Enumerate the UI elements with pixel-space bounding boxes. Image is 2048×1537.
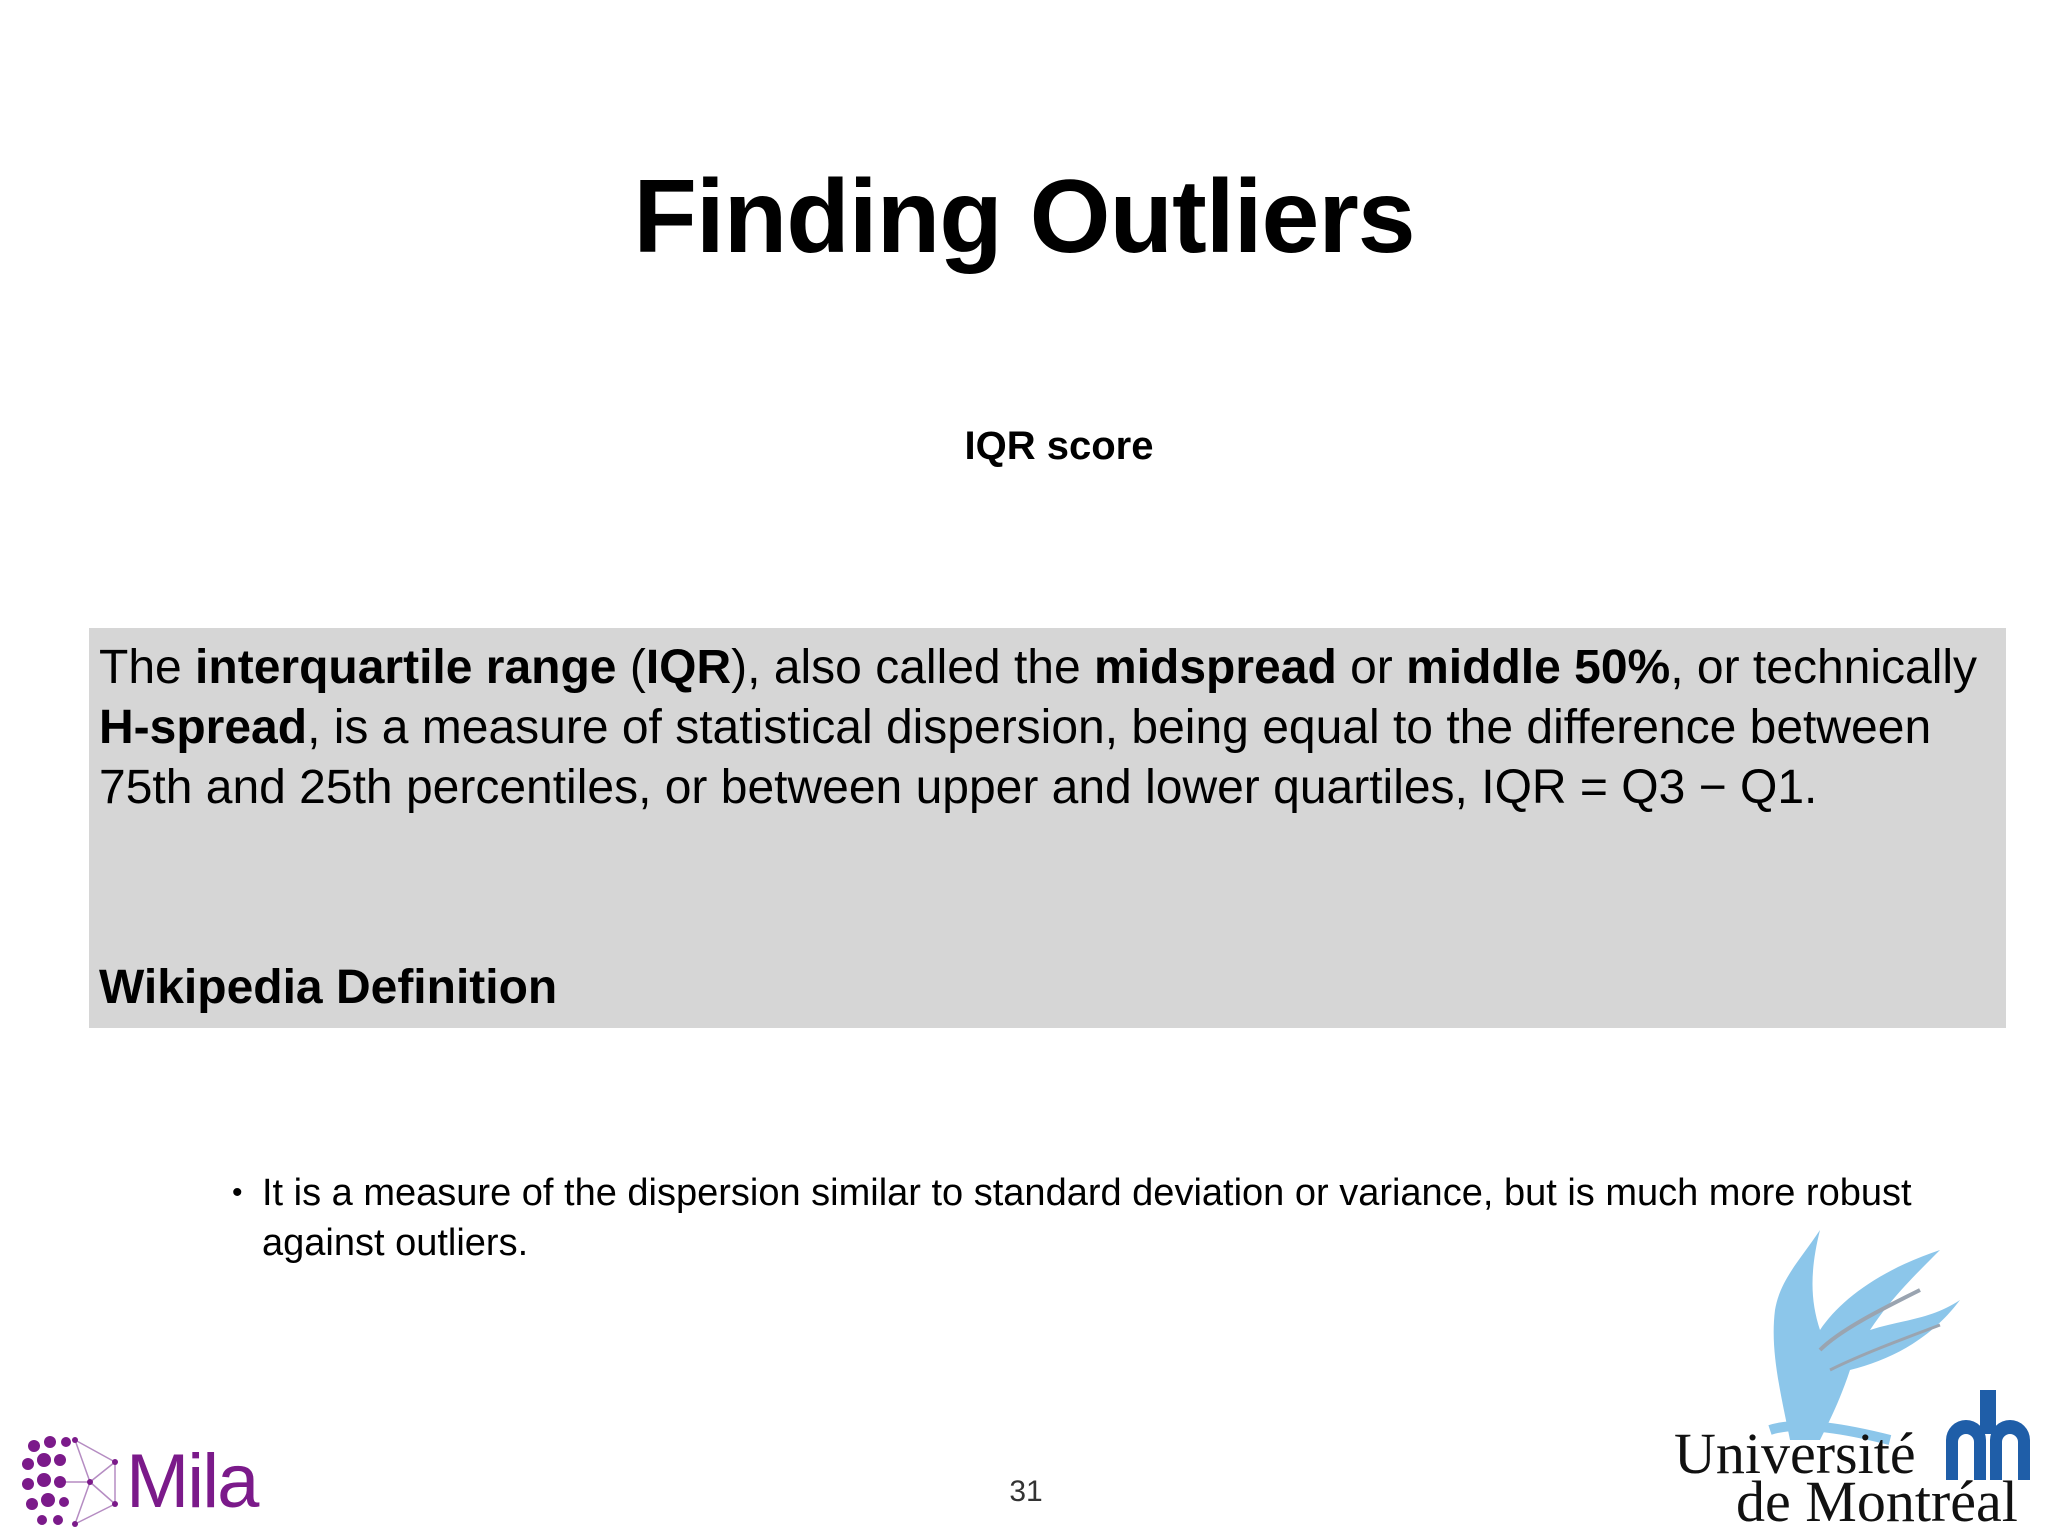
- bullet-list: • It is a measure of the dispersion simil…: [232, 1168, 1912, 1268]
- page-number: 31: [1009, 1475, 1043, 1508]
- slide-subtitle: IQR score: [964, 424, 1154, 468]
- definition-text-part: , or technically: [1670, 641, 1978, 694]
- definition-source: Wikipedia Definition: [99, 961, 558, 1014]
- term-interquartile-range: interquartile range: [195, 641, 617, 694]
- udem-name-line2: de Montréal: [1736, 1469, 2018, 1534]
- definition-box: The interquartile range (IQR), also call…: [89, 628, 2006, 1028]
- definition-text-part: or: [1336, 641, 1407, 694]
- definition-text-part: The: [99, 641, 196, 694]
- definition-text-part: , is a measure of statistical dispersion…: [99, 701, 1932, 814]
- udem-bird-icon: [1768, 1230, 1960, 1445]
- term-midspread: midspread: [1094, 641, 1337, 694]
- bullet-item: • It is a measure of the dispersion simil…: [232, 1168, 1912, 1268]
- udem-logo: Université de Montréal: [1670, 1230, 2048, 1536]
- definition-text: The interquartile range (IQR), also call…: [99, 638, 2009, 818]
- term-middle-50: middle 50%: [1406, 641, 1671, 694]
- mila-logo: [20, 1432, 280, 1532]
- slide-title: Finding Outliers: [633, 159, 1415, 275]
- mila-network-icon: [22, 1436, 118, 1527]
- term-h-spread: H-spread: [99, 701, 308, 754]
- definition-text-part: ), also called the: [731, 641, 1095, 694]
- definition-text-part: (: [616, 641, 646, 694]
- udem-mark-icon: [1946, 1390, 2030, 1480]
- udem-name-line1: Université: [1674, 1421, 1916, 1486]
- mila-wordmark: Mila: [126, 1439, 259, 1524]
- term-iqr: IQR: [645, 641, 732, 694]
- bullet-text: It is a measure of the dispersion simila…: [262, 1172, 1912, 1264]
- bullet-dot-icon: •: [232, 1176, 243, 1209]
